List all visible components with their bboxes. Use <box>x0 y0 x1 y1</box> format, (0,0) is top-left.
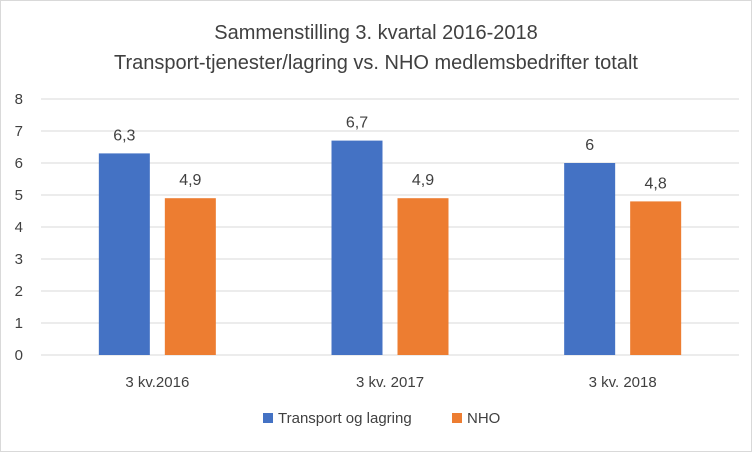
y-tick-label-2: 2 <box>15 283 23 300</box>
bar-transport-2 <box>331 140 383 355</box>
y-tick-label-0: 0 <box>15 347 23 364</box>
category-label-2: 3 kv. 2017 <box>356 374 424 391</box>
chart-title-line-2: Transport-tjenester/lagring vs. NHO medl… <box>114 52 638 74</box>
y-axis-tick-labels: 0 1 2 3 4 5 6 7 8 <box>15 91 23 364</box>
category-label-1: 3 kv.2016 <box>125 374 189 391</box>
data-label-nho-3: 4,8 <box>645 175 667 192</box>
y-tick-label-8: 8 <box>15 91 23 108</box>
x-axis-category-labels: 3 kv.2016 3 kv. 2017 3 kv. 2018 <box>125 374 656 391</box>
data-labels: 6,3 4,9 6,7 4,9 6 4,8 <box>113 115 667 193</box>
bar-nho-3 <box>630 201 682 355</box>
y-tick-label-3: 3 <box>15 251 23 268</box>
data-label-nho-2: 4,9 <box>412 172 434 189</box>
y-tick-label-7: 7 <box>15 123 23 140</box>
y-tick-label-6: 6 <box>15 155 23 172</box>
legend-label-transport: Transport og lagring <box>278 410 412 427</box>
legend: Transport og lagring NHO <box>263 410 500 427</box>
data-label-transport-3: 6 <box>585 137 594 154</box>
gridlines <box>41 98 739 356</box>
legend-swatch-transport <box>263 413 273 423</box>
bar-transport-3 <box>564 163 616 355</box>
bar-nho-1 <box>164 198 216 355</box>
bar-nho-2 <box>397 198 449 355</box>
legend-label-nho: NHO <box>467 410 500 427</box>
y-tick-label-1: 1 <box>15 315 23 332</box>
y-tick-label-5: 5 <box>15 187 23 204</box>
category-label-3: 3 kv. 2018 <box>589 374 657 391</box>
data-label-transport-2: 6,7 <box>346 115 368 132</box>
legend-swatch-nho <box>452 413 462 423</box>
data-label-transport-1: 6,3 <box>113 127 135 144</box>
bar-transport-1 <box>98 153 150 355</box>
y-tick-label-4: 4 <box>15 219 23 236</box>
bars <box>98 140 682 355</box>
chart-title-line-1: Sammenstilling 3. kvartal 2016-2018 <box>214 22 538 44</box>
data-label-nho-1: 4,9 <box>179 172 201 189</box>
